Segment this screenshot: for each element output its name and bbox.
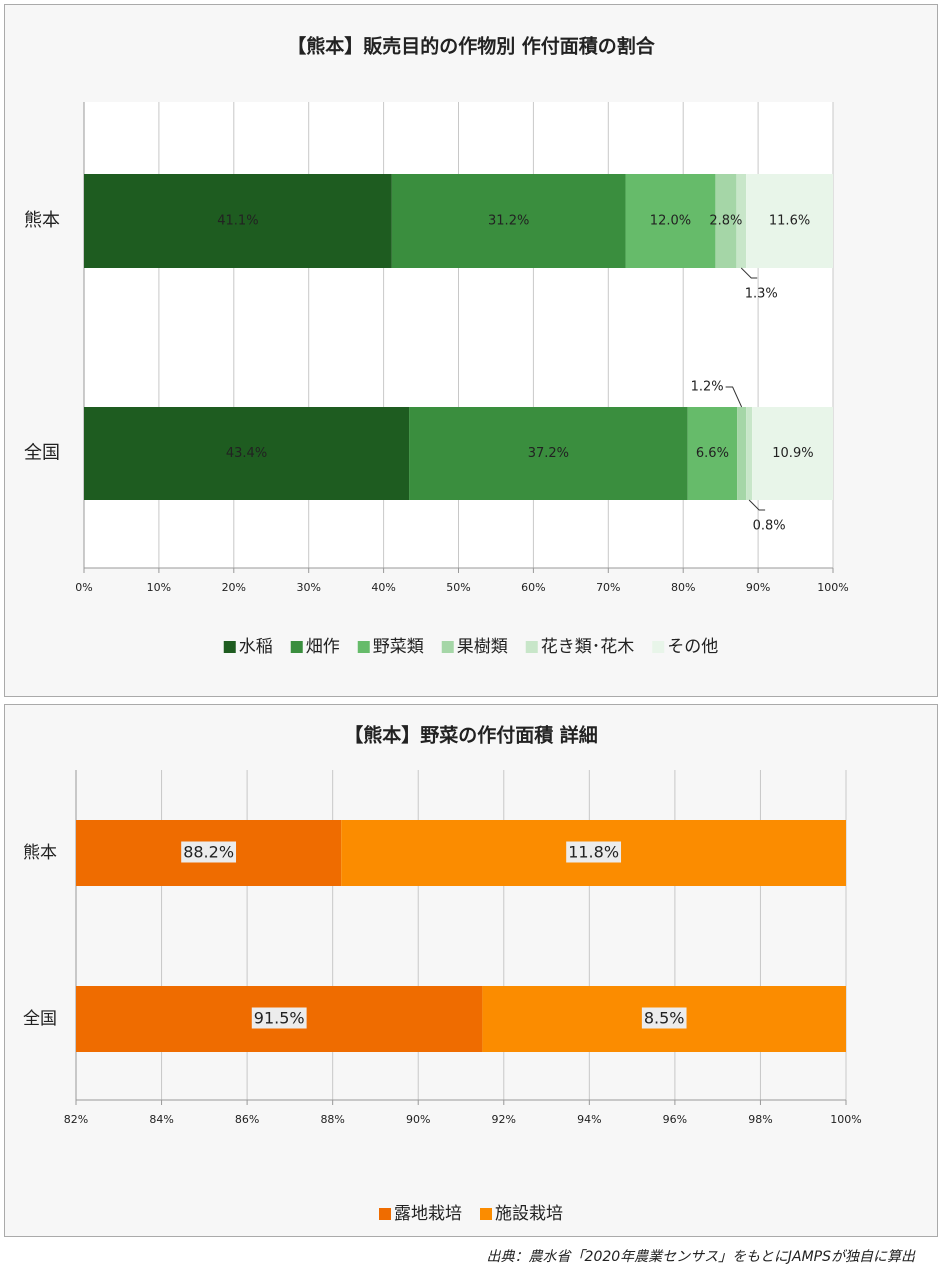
leader-line [740, 267, 758, 279]
x-tick-label: 60% [521, 581, 545, 594]
data-label: 2.8% [709, 214, 742, 229]
x-tick-label: 0% [75, 581, 92, 594]
x-tick-label: 88% [320, 1113, 344, 1126]
legend: 露地栽培 施設栽培 [379, 1204, 563, 1224]
legend-label: 施設栽培 [495, 1204, 563, 1224]
data-label: 1.2% [691, 380, 724, 395]
bar-segment [391, 174, 626, 268]
legend-swatch [525, 641, 538, 653]
data-label: 10.9% [772, 446, 813, 461]
bar-segment [409, 407, 688, 500]
bar-segment [687, 407, 738, 500]
source-note: 出典：農水省「2020年農業センサス」をもとにJAMPSが独自に算出 [487, 1249, 916, 1265]
x-tick-label: 100% [817, 581, 848, 594]
legend-swatch [290, 641, 303, 653]
legend-label: その他 [667, 637, 718, 657]
x-tick-label: 70% [596, 581, 620, 594]
label-box [566, 841, 622, 863]
chart-title: 【熊本】野菜の作付面積 詳細 [344, 724, 598, 747]
data-label: 88.2% [183, 843, 234, 862]
data-label: 6.6% [696, 446, 729, 461]
bar-segment [625, 174, 716, 268]
bar-segment [752, 407, 833, 500]
bar-segment [737, 407, 747, 500]
x-tick-label: 10% [147, 581, 171, 594]
bar-segment [84, 407, 410, 500]
data-label: 37.2% [528, 446, 569, 461]
y-tick-label: 全国 [24, 443, 60, 464]
y-tick-label: 全国 [23, 1009, 57, 1029]
data-label: 8.5% [644, 1009, 685, 1028]
data-label: 11.8% [568, 843, 619, 862]
label-box [251, 1007, 307, 1029]
x-tick-label: 86% [235, 1113, 259, 1126]
legend-swatch [223, 641, 236, 653]
data-label: 41.1% [217, 214, 258, 229]
x-tick-label: 30% [296, 581, 320, 594]
x-tick-label: 84% [149, 1113, 173, 1126]
legend-label: 野菜類 [373, 637, 424, 657]
legend-swatch [441, 641, 454, 653]
data-label: 1.3% [745, 287, 778, 302]
panel [4, 704, 938, 1237]
x-tick-label: 82% [64, 1113, 88, 1126]
label-box [181, 841, 237, 863]
x-tick-label: 94% [577, 1113, 601, 1126]
bars [84, 174, 833, 500]
bar-segment [736, 174, 747, 268]
x-tick-label: 50% [446, 581, 470, 594]
data-label: 31.2% [488, 214, 529, 229]
legend-swatch [480, 1208, 492, 1220]
chart-title: 【熊本】販売目的の作物別 作付面積の割合 [287, 35, 656, 58]
legend-swatch [652, 641, 665, 653]
x-tick-label: 90% [746, 581, 770, 594]
legend-swatch [379, 1208, 391, 1220]
y-tick-label: 熊本 [24, 210, 60, 231]
data-label: 91.5% [254, 1009, 305, 1028]
legend: 水稲 畑作 野菜類 果樹類 花き類･花木 その他 [223, 637, 718, 657]
data-label: 0.8% [753, 519, 786, 534]
x-tick-label: 96% [663, 1113, 687, 1126]
x-tick-label: 98% [748, 1113, 772, 1126]
x-tick-label: 80% [671, 581, 695, 594]
legend-label: 果樹類 [457, 637, 508, 657]
leader-line [725, 386, 743, 408]
label-box [641, 1007, 687, 1029]
bar-segment [715, 174, 737, 268]
x-tick-label: 92% [492, 1113, 516, 1126]
bar-segment [746, 174, 833, 268]
data-label: 43.4% [226, 446, 267, 461]
data-label: 11.6% [769, 214, 810, 229]
legend-label: 露地栽培 [394, 1204, 462, 1224]
bar-segment [746, 407, 753, 500]
legend-label: 水稲 [239, 637, 273, 657]
bar-segment [84, 174, 392, 268]
legend-label: 花き類･花木 [541, 637, 635, 657]
leader-line [748, 499, 766, 511]
x-tick-label: 40% [371, 581, 395, 594]
x-tick-label: 100% [830, 1113, 861, 1126]
legend-label: 畑作 [306, 637, 340, 657]
x-tick-label: 90% [406, 1113, 430, 1126]
y-tick-label: 熊本 [23, 843, 57, 863]
x-tick-label: 20% [222, 581, 246, 594]
data-label: 12.0% [650, 214, 691, 229]
legend-swatch [357, 641, 370, 653]
